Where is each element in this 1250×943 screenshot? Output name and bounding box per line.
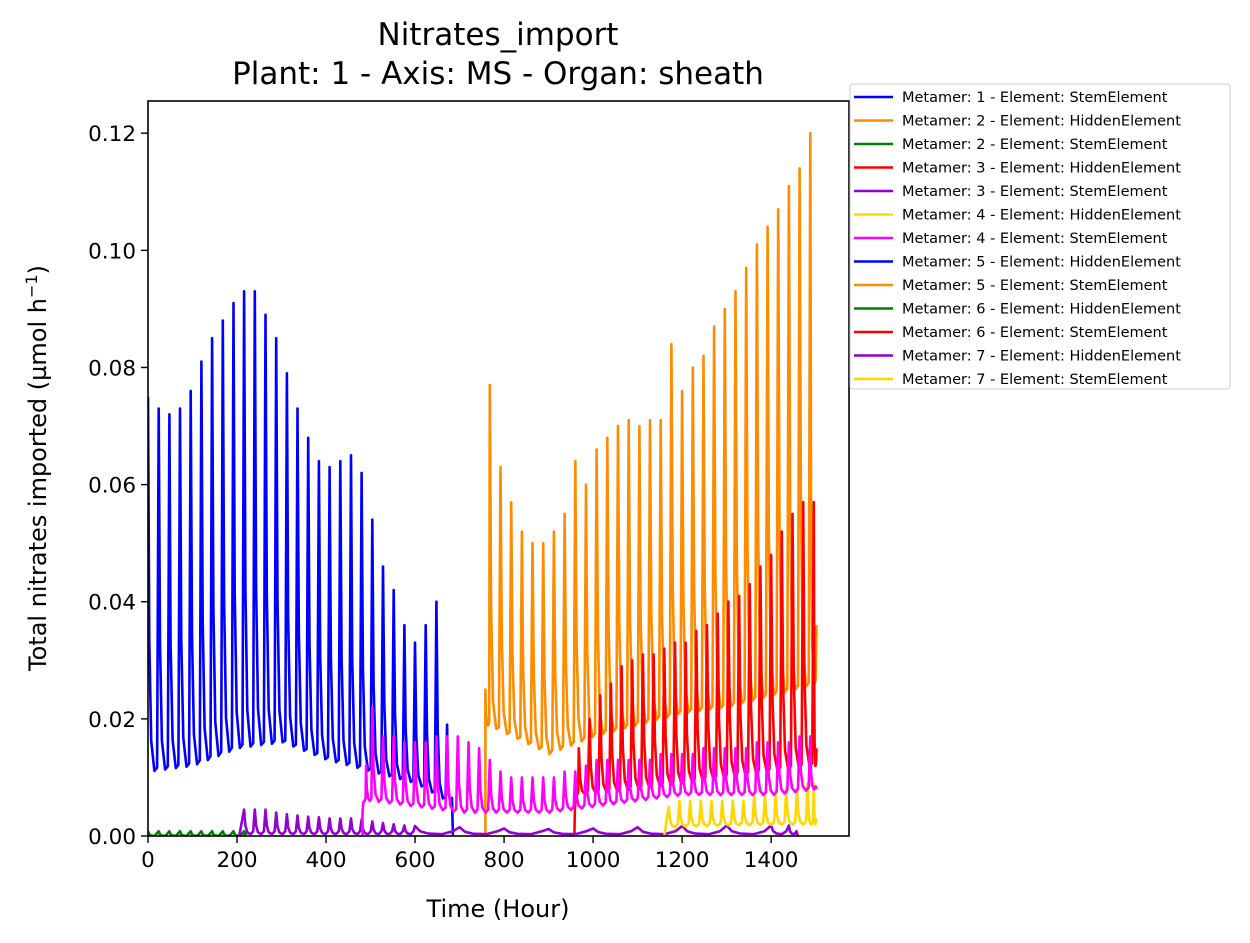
legend-label: Metamer: 5 - Element: HiddenElement (902, 255, 1181, 271)
legend-label: Metamer: 3 - Element: StemElement (902, 184, 1168, 200)
series-line-7 (361, 705, 818, 836)
y-tick-label: 0.12 (88, 122, 136, 147)
x-tick-label: 600 (395, 848, 436, 873)
legend-label: Metamer: 1 - Element: StemElement (902, 90, 1168, 106)
y-axis-label-main: Total nitrates imported (µmol h (24, 298, 52, 672)
x-axis: 0 200 400 600 800 1000 1200 1400 (141, 836, 798, 873)
x-tick-label: 800 (484, 848, 525, 873)
y-axis-label-exponent: −1 (22, 274, 41, 298)
legend-label: Metamer: 4 - Element: HiddenElement (902, 208, 1181, 224)
series-line-4 (573, 500, 818, 836)
y-tick-label: 0.08 (88, 356, 136, 381)
legend-label: Metamer: 7 - Element: StemElement (902, 372, 1168, 388)
x-tick-label: 1000 (566, 848, 621, 873)
x-tick-label: 1400 (744, 848, 799, 873)
series-layer (148, 131, 818, 836)
y-tick-label: 0.10 (88, 239, 136, 264)
legend-label: Metamer: 4 - Element: StemElement (902, 231, 1168, 247)
plot-area: 0 200 400 600 800 1000 1200 1400 0.000.020.040.… (88, 100, 850, 873)
series-line-5 (237, 808, 800, 836)
y-tick-label: 0.04 (88, 591, 136, 616)
x-tick-label: 0 (141, 848, 155, 873)
legend: Metamer: 1 - Element: StemElement Metamer… (849, 83, 1231, 390)
y-axis: 0.00 0.02 0.04 0.06 0.08 0.10 0.12 (88, 122, 148, 850)
y-tick-label: 0.00 (88, 825, 136, 850)
chart-subtitle: Plant: 1 - Axis: MS - Organ: sheath (232, 56, 764, 92)
legend-label: Metamer: 6 - Element: StemElement (902, 325, 1168, 341)
y-tick-label: 0.06 (88, 474, 136, 499)
y-axis-label: Total nitrates imported (µmol h−1) (22, 265, 52, 672)
x-axis-label: Time (Hour) (426, 895, 570, 923)
legend-label: Metamer: 5 - Element: StemElement (902, 278, 1168, 294)
x-tick-label: 1200 (655, 848, 710, 873)
legend-label: Metamer: 6 - Element: HiddenElement (902, 302, 1181, 318)
legend-label: Metamer: 7 - Element: HiddenElement (902, 349, 1181, 365)
plot-frame (147, 100, 850, 837)
series-line-1 (148, 290, 455, 836)
legend-label: Metamer: 2 - Element: StemElement (902, 137, 1168, 153)
y-tick-label: 0.02 (88, 708, 136, 733)
x-tick-label: 400 (306, 848, 347, 873)
series-line-6 (663, 782, 818, 836)
legend-label: Metamer: 2 - Element: HiddenElement (902, 114, 1181, 130)
x-tick-label: 200 (216, 848, 257, 873)
legend-frame (849, 83, 1231, 390)
legend-label: Metamer: 3 - Element: HiddenElement (902, 161, 1181, 177)
chart-title: Nitrates_import (378, 17, 619, 53)
series-line-2 (484, 131, 818, 836)
y-axis-label-close: ) (24, 265, 52, 274)
